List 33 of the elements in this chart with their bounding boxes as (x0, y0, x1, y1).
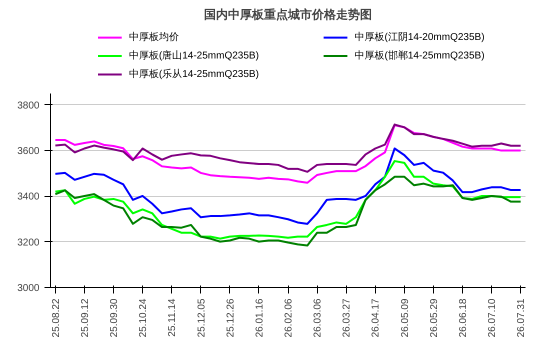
x-tick-label: 26.06.18 (458, 298, 469, 338)
x-tick-label: 25.09.30 (109, 298, 120, 338)
line-series (54, 148, 522, 225)
legend-label: 中厚板(江阴14-20mmQ235B) (354, 31, 485, 44)
line-series (54, 124, 522, 184)
y-tick-label: 3800 (17, 100, 40, 112)
x-tick-label: 25.12.26 (225, 298, 236, 338)
line-series (54, 176, 522, 247)
x-tick-label: 25.11.14 (167, 298, 178, 337)
x-tick-label: 26.01.16 (254, 298, 266, 338)
x-tick-label: 26.05.09 (400, 298, 411, 338)
legend-label: 中厚板均价 (128, 31, 179, 44)
x-tick-label: 25.10.24 (138, 298, 150, 338)
line-series (54, 160, 522, 240)
x-tick-label: 26.03.27 (342, 298, 353, 338)
y-tick-label: 3000 (17, 283, 40, 294)
x-tick-label: 25.12.05 (196, 298, 208, 338)
x-tick-label: 25.08.22 (50, 298, 62, 338)
y-tick-label: 3600 (17, 146, 40, 158)
line-series (54, 124, 522, 173)
legend-label: 中厚板(邯郸14-25mmQ235B) (354, 50, 485, 62)
x-tick-label: 25.09.12 (80, 298, 91, 338)
x-tick-label: 26.04.17 (370, 298, 382, 338)
legend-label: 中厚板(唐山14-25mmQ235B) (128, 50, 259, 62)
x-tick-label: 26.02.06 (284, 298, 294, 338)
chart-title: 国内中厚板重点城市价格走势图 (204, 8, 372, 22)
legend-label: 中厚板(乐从14-25mmQ235B) (128, 68, 259, 80)
x-tick-label: 26.07.31 (516, 298, 528, 338)
x-tick-label: 26.07.10 (487, 298, 498, 338)
y-tick-label: 3400 (17, 192, 40, 203)
x-tick-label: 26.03.06 (312, 298, 324, 338)
y-tick-label: 3200 (17, 237, 40, 248)
x-tick-label: 26.05.29 (428, 298, 440, 338)
